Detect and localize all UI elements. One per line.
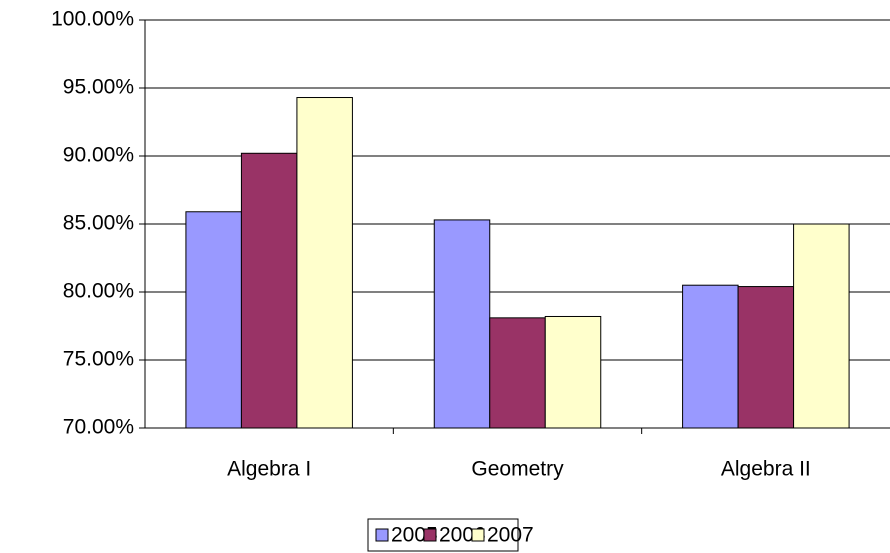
y-tick-label: 100.00% — [51, 8, 134, 31]
bar — [185, 211, 242, 429]
legend-box — [367, 518, 519, 552]
bar — [489, 317, 546, 429]
bar — [682, 284, 739, 429]
bar — [737, 286, 795, 429]
bar — [433, 219, 491, 429]
legend-swatch — [375, 528, 389, 542]
y-tick-label: 80.00% — [63, 280, 134, 303]
y-tick-label: 85.00% — [63, 212, 134, 235]
x-tick-label: Geometry — [471, 458, 564, 481]
bar — [544, 315, 602, 429]
x-tick-label: Algebra II — [721, 458, 811, 481]
y-tick-label: 70.00% — [63, 416, 134, 439]
legend-swatch — [471, 528, 485, 542]
bar — [793, 223, 850, 429]
legend-swatch — [423, 528, 437, 542]
y-tick-label: 75.00% — [63, 348, 134, 371]
y-tick-label: 95.00% — [63, 76, 134, 99]
legend-label: 2007 — [487, 524, 534, 547]
y-tick-label: 90.00% — [63, 144, 134, 167]
bar — [296, 97, 353, 429]
x-tick-label: Algebra I — [227, 458, 311, 481]
bar — [240, 152, 298, 429]
